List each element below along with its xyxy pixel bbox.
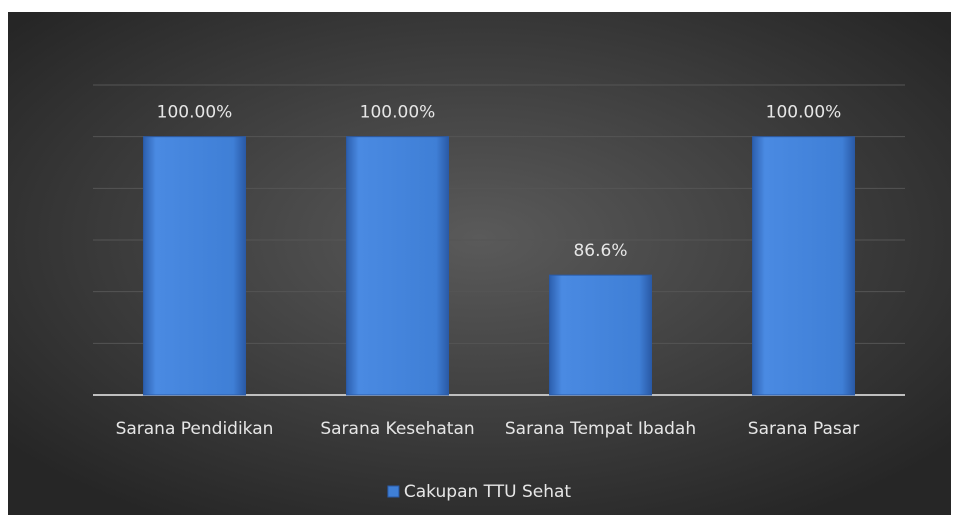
data-label: 86.6% [573,241,627,261]
x-tick-label: Sarana Pendidikan [115,419,274,439]
bar [143,136,246,396]
bar [752,136,855,396]
x-tick-label: Sarana Tempat Ibadah [504,419,697,439]
legend-label: Cakupan TTU Sehat [404,482,572,502]
data-label: 100.00% [360,103,436,123]
x-tick-label: Sarana Pasar [747,419,860,439]
bar [346,136,449,396]
legend-swatch [387,485,400,498]
x-tick-label: Sarana Kesehatan [320,419,475,439]
data-label: 100.00% [766,103,842,123]
data-label: 100.00% [157,103,233,123]
bar [549,274,652,396]
